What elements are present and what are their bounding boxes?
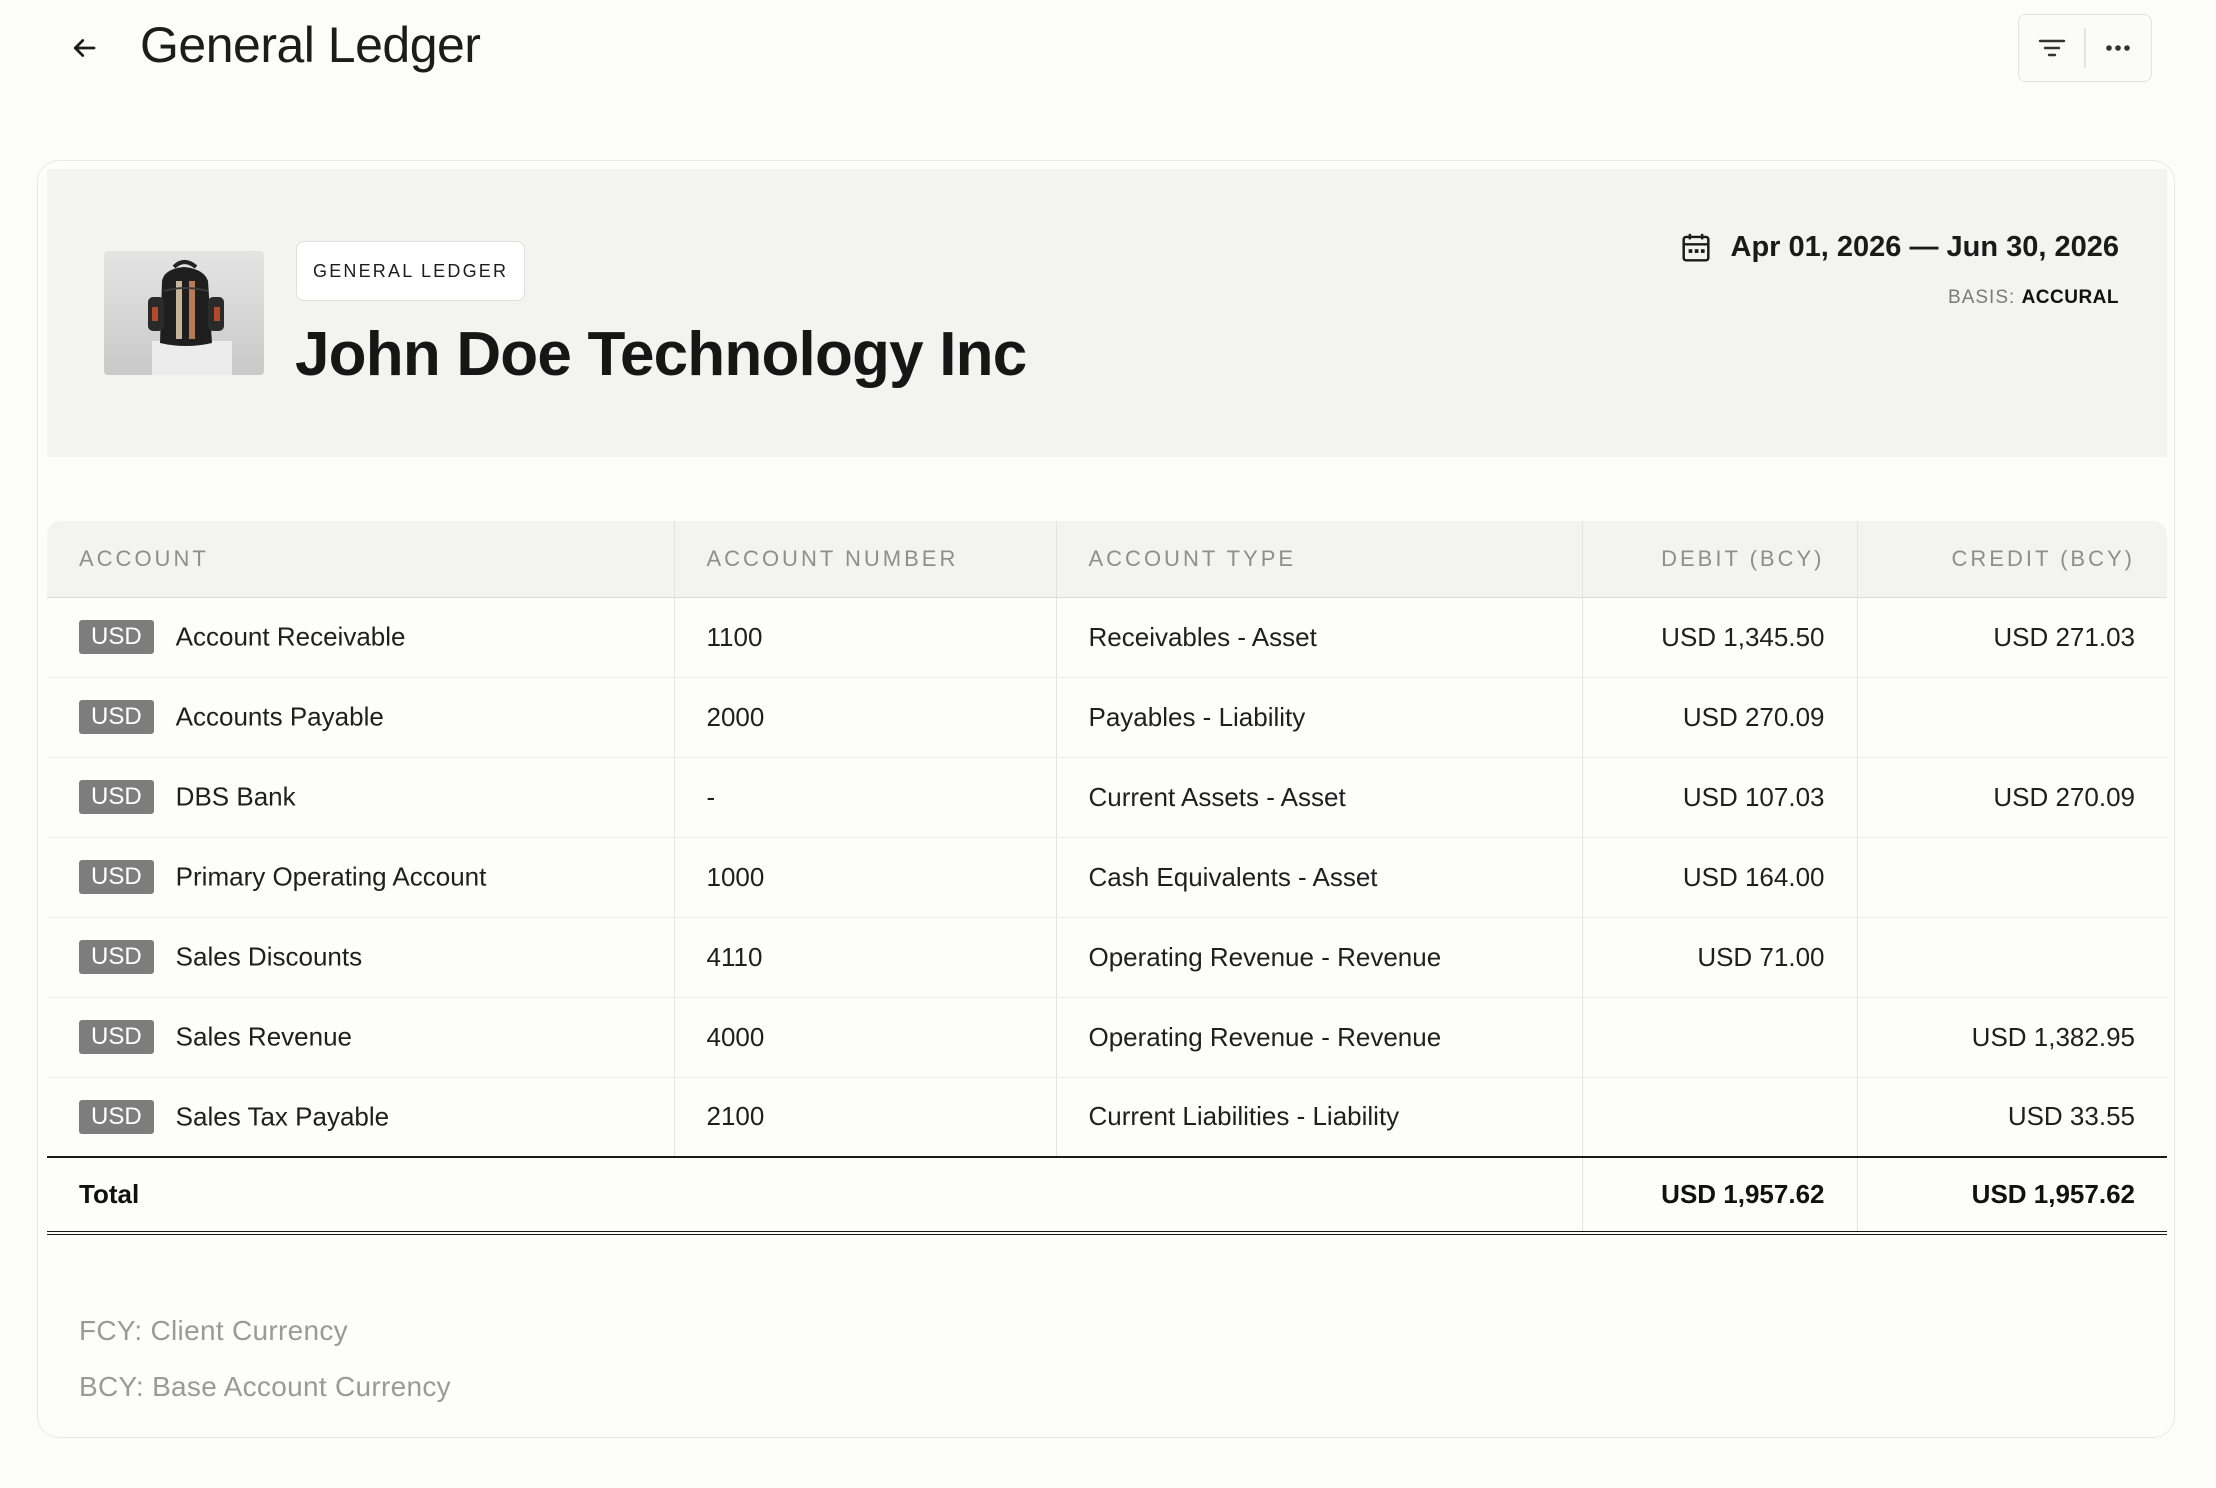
arrow-left-icon xyxy=(73,39,96,57)
action-divider xyxy=(2084,28,2086,68)
total-credit: USD 1,957.62 xyxy=(1856,1156,2167,1235)
account-cell: USD Accounts Payable xyxy=(47,677,674,758)
report-card: GENERAL LEDGER John Doe Technology Inc A… xyxy=(37,160,2175,1438)
account-cell: USD Sales Tax Payable xyxy=(47,1077,674,1158)
total-debit: USD 1,957.62 xyxy=(1581,1156,1857,1235)
account-cell: USD Sales Discounts xyxy=(47,917,674,998)
credit-cell[interactable]: USD 271.03 xyxy=(1856,597,2167,678)
basis-label: BASIS: xyxy=(1948,287,2016,308)
calendar-icon xyxy=(1681,233,1710,262)
debit-cell[interactable]: USD 270.09 xyxy=(1581,677,1857,758)
column-header-debit[interactable]: DEBIT (BCY) xyxy=(1581,521,1857,598)
backpack-product-image xyxy=(104,251,264,375)
table-row[interactable]: USD Sales Discounts 4110 Operating Revenu… xyxy=(47,917,2167,998)
date-range[interactable]: Apr 01, 2026 — Jun 30, 2026 xyxy=(1681,231,2120,264)
currency-badge: USD xyxy=(79,1020,154,1055)
column-header-credit[interactable]: CREDIT (BCY) xyxy=(1856,521,2167,598)
footnotes: FCY: Client Currency BCY: Base Account C… xyxy=(79,1303,451,1415)
account-type-cell: Cash Equivalents - Asset xyxy=(1055,837,1582,918)
table-row[interactable]: USD Accounts Payable 2000 Payables - Liab… xyxy=(47,677,2167,758)
account-name[interactable]: DBS Bank xyxy=(175,781,296,812)
top-bar: General Ledger xyxy=(0,0,2216,100)
report-header: GENERAL LEDGER John Doe Technology Inc A… xyxy=(47,169,2167,457)
table-row[interactable]: USD Primary Operating Account 1000 Cash E… xyxy=(47,837,2167,918)
basis: BASIS: ACCURAL xyxy=(1948,287,2119,309)
currency-badge: USD xyxy=(79,700,154,735)
account-cell: USD Account Receivable xyxy=(47,597,674,678)
table-row[interactable]: USD Sales Tax Payable 2100 Current Liabil… xyxy=(47,1077,2167,1158)
account-type-cell: Current Liabilities - Liability xyxy=(1055,1077,1582,1158)
currency-badge: USD xyxy=(79,860,154,895)
currency-badge: USD xyxy=(79,940,154,975)
account-number-cell: 1000 xyxy=(673,837,1056,918)
debit-cell[interactable] xyxy=(1581,1077,1857,1158)
more-options-button[interactable] xyxy=(2086,15,2151,81)
account-name[interactable]: Primary Operating Account xyxy=(175,861,487,892)
account-cell: USD DBS Bank xyxy=(47,757,674,838)
table-row[interactable]: USD Account Receivable 1100 Receivables -… xyxy=(47,597,2167,678)
currency-badge: USD xyxy=(79,780,154,815)
account-number-cell: 4000 xyxy=(673,997,1056,1078)
column-header-account-number[interactable]: ACCOUNT NUMBER xyxy=(673,521,1056,598)
more-horizontal-icon xyxy=(2106,45,2131,51)
account-type-cell: Operating Revenue - Revenue xyxy=(1055,997,1582,1078)
company-name: John Doe Technology Inc xyxy=(295,320,1027,389)
account-cell: USD Primary Operating Account xyxy=(47,837,674,918)
table-row[interactable]: USD Sales Revenue 4000 Operating Revenue … xyxy=(47,997,2167,1078)
footnote-fcy: FCY: Client Currency xyxy=(79,1315,348,1346)
total-empty-cell xyxy=(1056,1156,1582,1235)
column-header-account[interactable]: ACCOUNT xyxy=(47,521,674,598)
credit-cell[interactable] xyxy=(1856,677,2167,758)
debit-cell[interactable]: USD 1,345.50 xyxy=(1581,597,1857,678)
debit-cell[interactable]: USD 71.00 xyxy=(1581,917,1857,998)
date-range-text: Apr 01, 2026 — Jun 30, 2026 xyxy=(1730,231,2120,263)
debit-cell[interactable] xyxy=(1581,997,1857,1078)
credit-cell[interactable] xyxy=(1856,837,2167,918)
account-name[interactable]: Sales Discounts xyxy=(175,941,363,972)
report-type-badge: GENERAL LEDGER xyxy=(296,241,526,301)
account-number-cell: 2100 xyxy=(673,1077,1056,1158)
currency-badge: USD xyxy=(79,620,154,655)
account-name[interactable]: Sales Tax Payable xyxy=(175,1101,390,1132)
account-name[interactable]: Sales Revenue xyxy=(175,1021,353,1052)
footnote-bcy: BCY: Base Account Currency xyxy=(79,1371,451,1402)
header-actions xyxy=(2018,14,2152,82)
currency-badge: USD xyxy=(79,1099,154,1134)
back-button[interactable] xyxy=(62,26,106,70)
account-cell: USD Sales Revenue xyxy=(47,997,674,1078)
credit-cell[interactable]: USD 33.55 xyxy=(1856,1077,2167,1158)
account-type-cell: Payables - Liability xyxy=(1055,677,1582,758)
debit-cell[interactable]: USD 164.00 xyxy=(1581,837,1857,918)
credit-cell[interactable]: USD 270.09 xyxy=(1856,757,2167,838)
filter-button[interactable] xyxy=(2019,15,2084,81)
total-empty-cell xyxy=(674,1156,1056,1235)
column-header-account-type[interactable]: ACCOUNT TYPE xyxy=(1055,521,1582,598)
table-row[interactable]: USD DBS Bank - Current Assets - Asset USD… xyxy=(47,757,2167,838)
account-type-cell: Current Assets - Asset xyxy=(1055,757,1582,838)
filter-icon xyxy=(2038,39,2065,57)
debit-cell[interactable]: USD 107.03 xyxy=(1581,757,1857,838)
account-type-cell: Receivables - Asset xyxy=(1055,597,1582,678)
account-number-cell: 1100 xyxy=(673,597,1056,678)
table-header-row: ACCOUNT ACCOUNT NUMBER ACCOUNT TYPE DEBI… xyxy=(47,521,2167,598)
credit-cell[interactable] xyxy=(1856,917,2167,998)
account-name[interactable]: Accounts Payable xyxy=(175,701,384,732)
account-type-cell: Operating Revenue - Revenue xyxy=(1055,917,1582,998)
company-logo xyxy=(104,251,264,375)
account-number-cell: 4110 xyxy=(673,917,1056,998)
total-row: Total USD 1,957.62 USD 1,957.62 xyxy=(47,1156,2167,1235)
total-label: Total xyxy=(47,1156,674,1235)
account-number-cell: 2000 xyxy=(673,677,1056,758)
credit-cell[interactable]: USD 1,382.95 xyxy=(1856,997,2167,1078)
account-name[interactable]: Account Receivable xyxy=(175,621,406,652)
ledger-table: ACCOUNT ACCOUNT NUMBER ACCOUNT TYPE DEBI… xyxy=(47,521,2167,1235)
page-title: General Ledger xyxy=(140,17,481,73)
basis-value: ACCURAL xyxy=(2021,287,2119,308)
account-number-cell: - xyxy=(673,757,1056,838)
